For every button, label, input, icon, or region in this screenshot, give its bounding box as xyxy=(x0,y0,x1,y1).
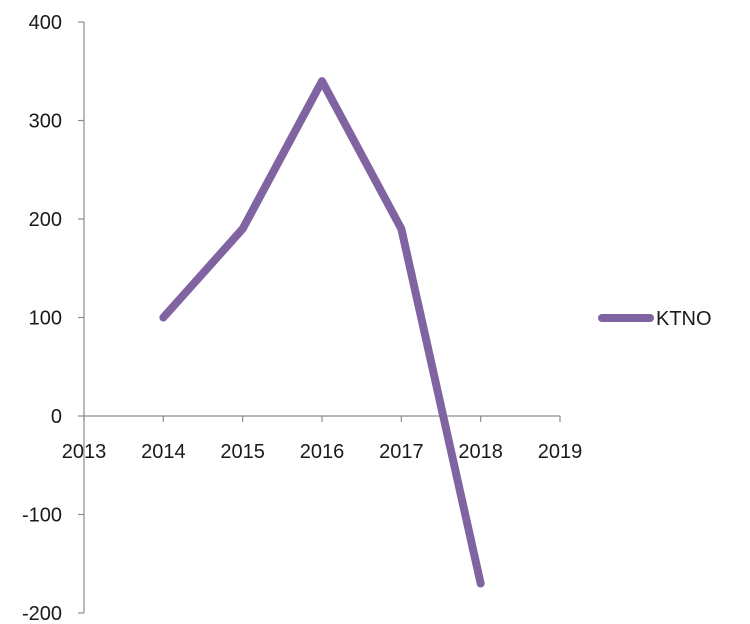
y-tick-label: 400 xyxy=(29,12,62,34)
y-tick-label: 100 xyxy=(29,308,62,330)
y-axis: -200 -100 0 100 200 300 400 xyxy=(22,12,85,624)
data-point xyxy=(159,314,167,322)
x-tick-label: 2019 xyxy=(538,441,583,463)
y-tick-label: -200 xyxy=(22,603,62,624)
y-tick-label: 200 xyxy=(29,209,62,231)
data-point xyxy=(477,579,485,587)
legend: KTNO xyxy=(598,308,712,330)
x-tick-label: 2015 xyxy=(220,441,265,463)
x-tick-label: 2018 xyxy=(458,441,503,463)
y-tick-label: -100 xyxy=(22,505,62,527)
x-tick-label: 2017 xyxy=(379,441,424,463)
x-axis: 2013 2014 2015 2016 2017 2018 2019 xyxy=(62,415,583,463)
y-tick-label: 0 xyxy=(51,406,62,428)
y-tick-label: 300 xyxy=(29,111,62,133)
data-point xyxy=(397,225,405,233)
legend-label: KTNO xyxy=(656,308,712,330)
data-point xyxy=(239,225,247,233)
x-tick-label: 2016 xyxy=(300,441,345,463)
x-tick-label: 2014 xyxy=(141,441,186,463)
series-layer xyxy=(159,77,485,588)
series-line-ktno xyxy=(159,77,485,588)
x-tick-label: 2013 xyxy=(62,441,107,463)
data-point xyxy=(318,77,326,85)
